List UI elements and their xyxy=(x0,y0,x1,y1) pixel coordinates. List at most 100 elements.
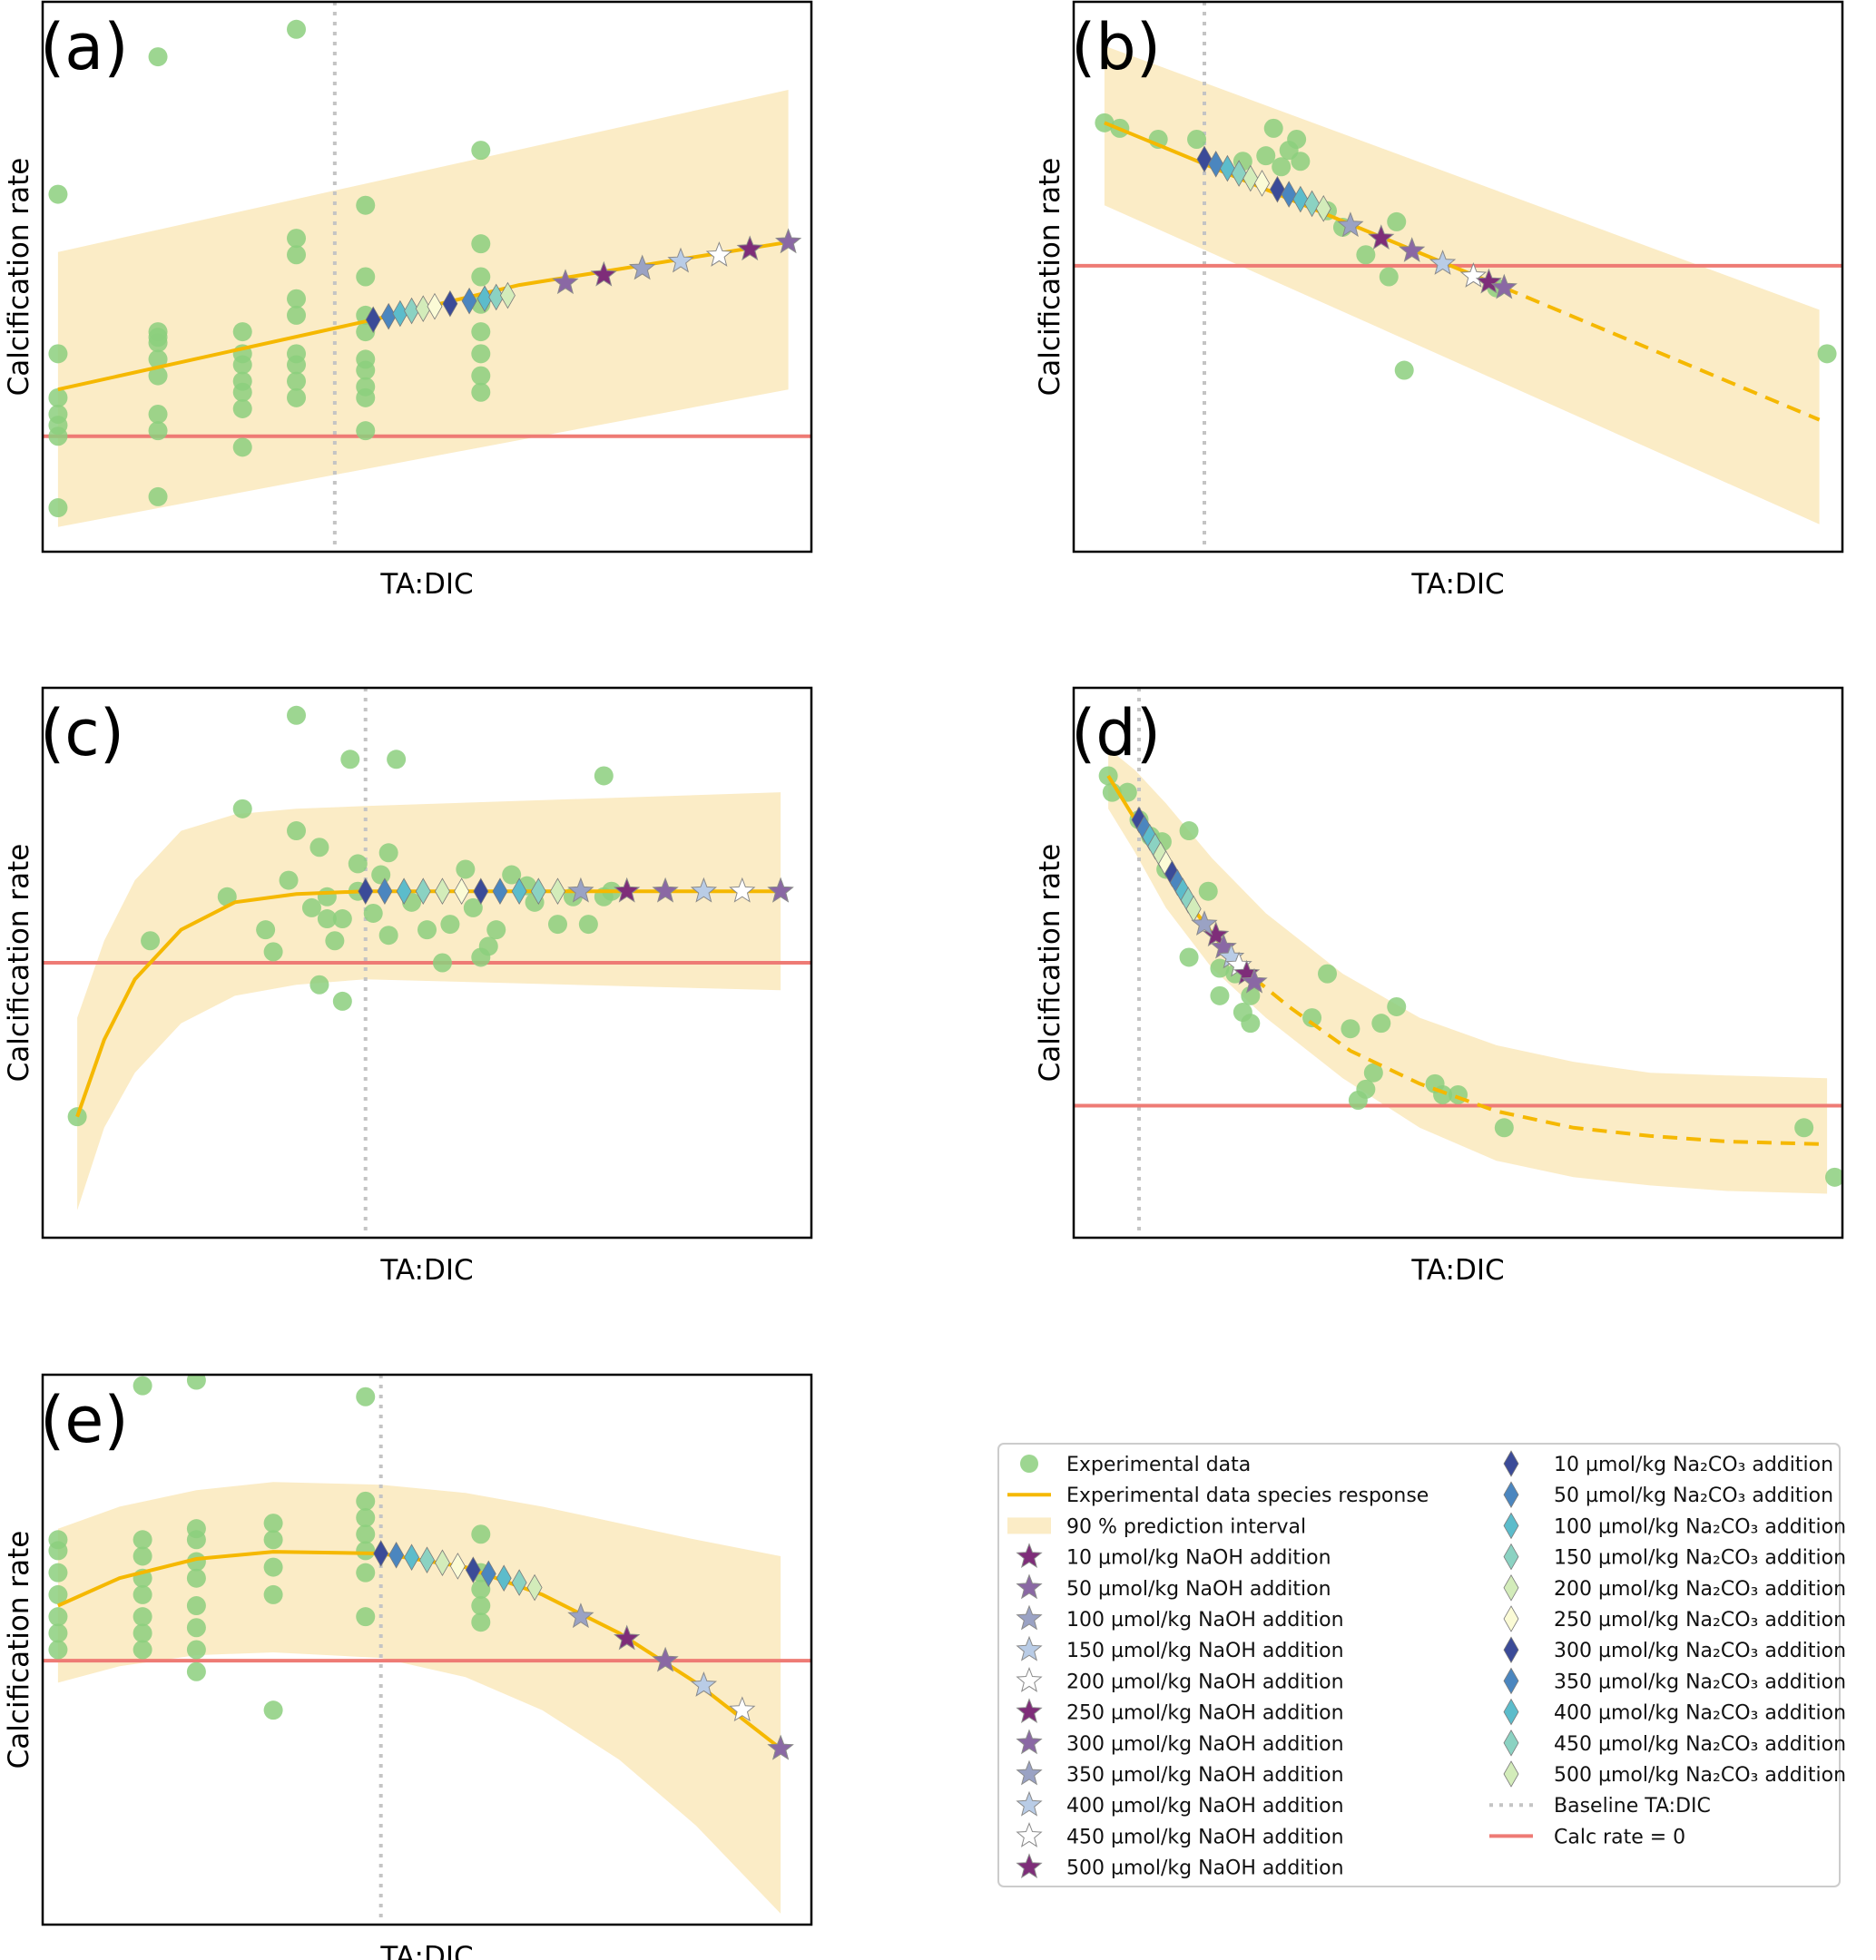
experimental-point xyxy=(287,371,307,391)
legend-frame xyxy=(997,1443,1841,1887)
x-axis-label: TA:DIC xyxy=(379,1254,473,1287)
na2co3-diamond-marker xyxy=(434,877,450,906)
naoh-star-marker xyxy=(628,254,656,280)
na2co3-diamond-marker xyxy=(1254,170,1270,197)
na2co3-diamond-marker xyxy=(427,292,443,320)
experimental-point xyxy=(356,421,376,441)
experimental-point xyxy=(317,909,337,929)
prediction-interval-band xyxy=(1108,748,1828,1194)
na2co3-diamond-marker xyxy=(1304,190,1321,218)
x-axis-label: TA:DIC xyxy=(1410,1254,1504,1287)
experimental-point xyxy=(263,1530,283,1550)
experimental-point xyxy=(256,920,276,940)
na2co3-diamond-marker xyxy=(511,877,527,906)
y-axis-label: Calcification rate xyxy=(3,1531,35,1769)
legend-naoh-label: 400 µmol/kg NaOH addition xyxy=(1066,1795,1344,1818)
experimental-point xyxy=(356,195,376,215)
legend-zero-label: Calc rate = 0 xyxy=(1554,1826,1685,1848)
experimental-point xyxy=(1318,964,1338,984)
experimental-point xyxy=(356,1524,376,1544)
experimental-point xyxy=(263,1557,283,1577)
legend-naoh-star-marker xyxy=(1016,1822,1043,1847)
experimental-point xyxy=(371,865,391,885)
legend-naoh-label: 450 µmol/kg NaOH addition xyxy=(1066,1826,1344,1848)
experimental-point xyxy=(502,865,522,885)
na2co3-diamond-marker xyxy=(511,1569,527,1596)
na2co3-diamond-marker xyxy=(1208,150,1224,178)
naoh-star-marker xyxy=(1399,237,1426,262)
legend-na2co3-diamond-marker xyxy=(1503,1481,1519,1509)
axes-frame xyxy=(41,0,813,554)
experimental-point xyxy=(363,903,383,923)
legend-experimental-marker xyxy=(1020,1455,1038,1473)
panel-c: (c) TA:DIC Calcification rate xyxy=(3,686,813,1287)
experimental-point xyxy=(356,1491,376,1511)
experimental-point xyxy=(133,1584,152,1604)
experimental-point xyxy=(471,344,491,364)
experimental-point xyxy=(186,1568,206,1588)
na2co3-diamond-marker xyxy=(434,1549,450,1577)
na2co3-diamond-marker xyxy=(404,1544,420,1571)
legend-naoh-label: 50 µmol/kg NaOH addition xyxy=(1066,1578,1331,1601)
experimental-point xyxy=(1371,1014,1391,1034)
experimental-point xyxy=(287,344,307,364)
legend-na2co3-diamond-marker xyxy=(1503,1605,1519,1632)
experimental-point xyxy=(1394,360,1414,380)
axes-frame xyxy=(1072,686,1844,1240)
naoh-star-marker xyxy=(1368,224,1395,250)
legend-na2co3-diamond-marker xyxy=(1503,1512,1519,1540)
panel-d: (d) TA:DIC Calcification rate xyxy=(1034,686,1844,1287)
legend-baseline-label: Baseline TA:DIC xyxy=(1554,1795,1711,1818)
na2co3-diamond-marker xyxy=(1196,145,1213,173)
experimental-point xyxy=(287,305,307,325)
legend-naoh-star-marker xyxy=(1016,1635,1043,1661)
fit-line-dashed xyxy=(1503,286,1821,422)
experimental-point xyxy=(1241,1014,1261,1034)
experimental-point xyxy=(48,1530,68,1550)
na2co3-diamond-marker xyxy=(442,289,458,318)
experimental-point xyxy=(48,344,68,364)
experimental-point xyxy=(317,887,337,906)
experimental-point xyxy=(1291,152,1311,172)
legend-na2co3-label: 500 µmol/kg Na₂CO₃ addition xyxy=(1554,1764,1846,1787)
legend-na2co3-diamond-marker xyxy=(1503,1729,1519,1757)
experimental-point xyxy=(1302,1008,1322,1028)
experimental-point xyxy=(471,366,491,386)
plot-area xyxy=(1074,688,1842,1238)
experimental-point xyxy=(1179,947,1199,967)
legend-na2co3-diamond-marker xyxy=(1503,1543,1519,1571)
experimental-point xyxy=(301,897,321,917)
experimental-point xyxy=(432,953,452,973)
y-axis-label: Calcification rate xyxy=(3,158,35,397)
na2co3-diamond-marker xyxy=(550,877,565,906)
experimental-point xyxy=(1198,881,1218,901)
experimental-point xyxy=(356,267,376,287)
na2co3-diamond-marker xyxy=(461,287,477,315)
naoh-star-marker xyxy=(590,260,617,287)
experimental-point xyxy=(547,915,567,935)
prediction-interval-band xyxy=(57,1482,781,1914)
experimental-point xyxy=(263,942,283,962)
experimental-point xyxy=(148,47,168,67)
naoh-star-marker xyxy=(690,1671,718,1697)
na2co3-diamond-marker xyxy=(415,295,431,322)
experimental-point xyxy=(279,870,299,890)
experimental-point xyxy=(186,1519,206,1539)
legend-na2co3-label: 150 µmol/kg Na₂CO₃ addition xyxy=(1554,1547,1846,1570)
experimental-point xyxy=(48,405,68,424)
experimental-point xyxy=(340,750,360,769)
experimental-point xyxy=(232,799,252,818)
legend-naoh-star-marker xyxy=(1016,1667,1043,1692)
experimental-point xyxy=(232,371,252,391)
experimental-point xyxy=(148,322,168,342)
experimental-point xyxy=(1341,1019,1360,1039)
naoh-star-marker xyxy=(567,1602,594,1629)
legend-naoh-label: 250 µmol/kg NaOH addition xyxy=(1066,1702,1344,1725)
experimental-point xyxy=(440,915,460,935)
experimental-point xyxy=(1387,211,1407,231)
experimental-point xyxy=(594,766,614,786)
legend-naoh-label: 150 µmol/kg NaOH addition xyxy=(1066,1640,1344,1662)
experimental-point xyxy=(1356,245,1376,265)
legend-na2co3-diamond-marker xyxy=(1503,1636,1519,1664)
